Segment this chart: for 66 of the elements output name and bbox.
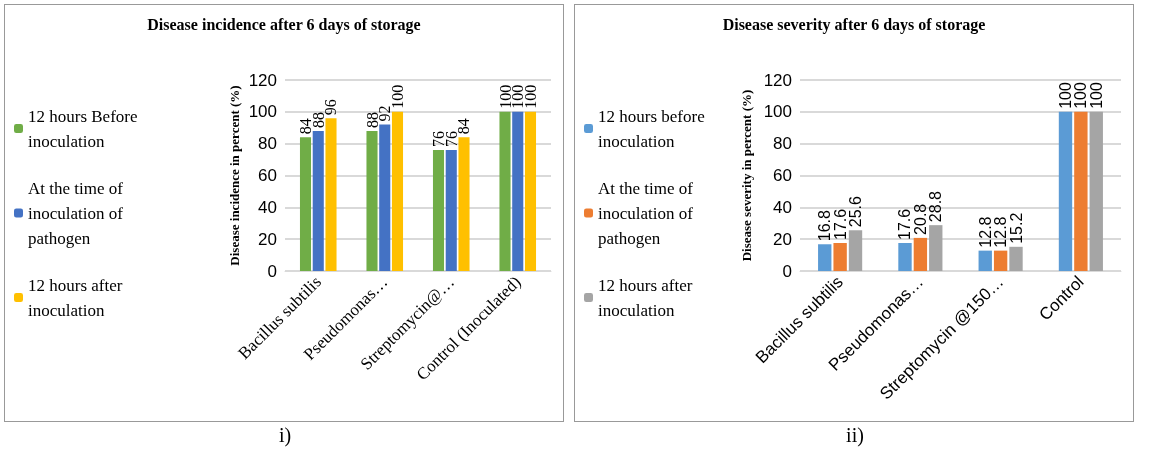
bar xyxy=(524,111,537,271)
data-label: 100 xyxy=(522,84,539,109)
y-tick-label: 40 xyxy=(258,197,277,217)
y-tick-label: 0 xyxy=(267,261,277,281)
data-label: 100 xyxy=(389,84,406,109)
legend-label: At the time of inoculation of pathogen xyxy=(598,178,698,248)
y-tick-label: 80 xyxy=(773,134,792,154)
chart-title: Disease incidence after 6 days of storage xyxy=(147,15,421,34)
data-label: 15.2 xyxy=(1007,212,1025,244)
data-label: 16.8 xyxy=(816,210,834,242)
data-label: 100 xyxy=(1087,82,1105,109)
bar xyxy=(913,237,928,271)
text: i) xyxy=(277,423,293,448)
bar xyxy=(848,230,863,271)
bar xyxy=(445,150,457,271)
bar xyxy=(499,111,511,271)
bar xyxy=(432,150,445,271)
legend-label: At the time of inoculation of pathogen xyxy=(28,178,128,248)
y-tick-label: 20 xyxy=(258,229,277,249)
bar xyxy=(1058,111,1073,271)
y-tick-label: 120 xyxy=(248,70,277,90)
legend-label: 12 hours before inoculation xyxy=(598,106,709,151)
legend-label: 12 hours after inoculation xyxy=(598,275,697,320)
y-tick-label: 100 xyxy=(248,102,277,122)
bar xyxy=(818,244,832,271)
data-label: 17.6 xyxy=(896,208,914,240)
y-tick-label: 40 xyxy=(773,197,792,217)
data-label: 20.8 xyxy=(911,203,929,235)
y-tick-label: 0 xyxy=(782,261,792,281)
data-label: 76 xyxy=(430,131,447,148)
y-axis-title: Disease incidence in percent (%) xyxy=(227,85,242,266)
y-tick-label: 80 xyxy=(258,134,277,154)
data-label: 12.8 xyxy=(976,216,994,248)
y-tick-label: 60 xyxy=(258,166,277,185)
bar xyxy=(929,225,943,271)
data-label: 84 xyxy=(297,118,314,135)
bar xyxy=(379,124,391,271)
bar xyxy=(299,137,312,271)
bar xyxy=(325,118,337,271)
data-label: 100 xyxy=(1072,82,1090,109)
bar xyxy=(391,111,404,271)
bar xyxy=(366,130,378,271)
data-label: 12.8 xyxy=(992,216,1010,248)
data-label: 100 xyxy=(1056,82,1074,109)
bar xyxy=(1074,111,1088,271)
y-tick-label: 120 xyxy=(763,70,792,90)
y-tick-label: 100 xyxy=(763,102,792,122)
bar xyxy=(833,242,847,271)
bar xyxy=(1089,111,1103,271)
legend-label: 12 hours after inoculation xyxy=(28,275,127,320)
bar xyxy=(1009,246,1023,271)
text: ii) xyxy=(845,423,865,448)
bar xyxy=(898,242,912,271)
bar xyxy=(993,250,1008,271)
bar xyxy=(312,130,324,271)
chart-title: Disease severity after 6 days of storage xyxy=(722,15,986,34)
legend-label: 12 hours Before inoculation xyxy=(28,106,142,151)
y-tick-label: 20 xyxy=(773,229,792,249)
data-label: 17.6 xyxy=(831,208,849,240)
bar xyxy=(512,111,524,271)
y-axis-title: Disease severity in percent (%) xyxy=(738,89,754,262)
y-tick-label: 60 xyxy=(773,166,792,185)
bar xyxy=(978,250,992,271)
data-label: 28.8 xyxy=(927,190,945,223)
bar xyxy=(458,137,470,271)
data-label: 25.6 xyxy=(847,196,865,228)
